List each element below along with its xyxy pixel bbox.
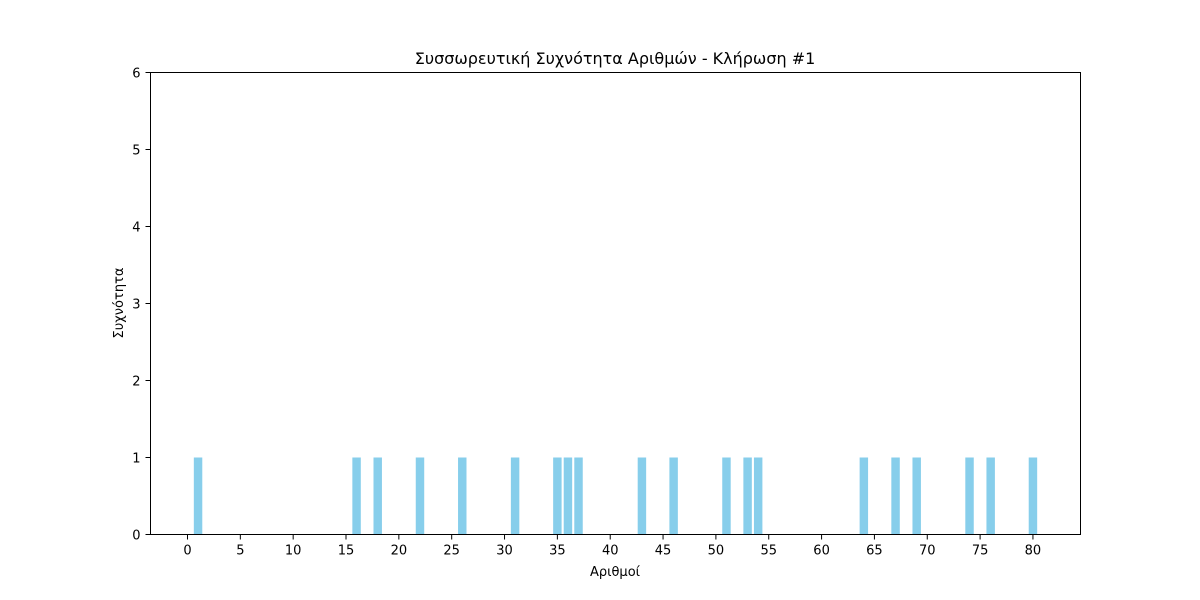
bar-1 xyxy=(193,457,203,535)
plot-frame xyxy=(150,72,1081,535)
bar-43 xyxy=(637,457,647,535)
y-tick-label: 0 xyxy=(132,529,140,544)
x-axis-label: Αριθμοί xyxy=(590,565,641,580)
x-tick-label: 35 xyxy=(549,544,566,559)
bar-69 xyxy=(912,457,921,535)
chart-title: Συσσωρευτική Συχνότητα Αριθμών - Κλήρωση… xyxy=(415,49,816,68)
bar-64 xyxy=(859,457,869,535)
bar-31 xyxy=(510,457,520,535)
y-tick-label: 2 xyxy=(132,375,140,390)
x-tick-label: 25 xyxy=(443,544,460,559)
x-tick-label: 55 xyxy=(760,544,777,559)
x-tick-label: 5 xyxy=(236,544,244,559)
bar-26 xyxy=(458,457,467,535)
bar-54 xyxy=(753,457,763,535)
bar-80 xyxy=(1028,457,1038,535)
bar-16 xyxy=(352,457,361,535)
y-tick-label: 5 xyxy=(132,144,140,159)
x-tick-label: 10 xyxy=(285,544,302,559)
bar-51 xyxy=(722,457,731,535)
y-tick-label: 3 xyxy=(132,298,140,313)
y-axis-ticks: 0 1 2 3 4 5 6 xyxy=(132,67,151,544)
x-tick-label: 65 xyxy=(866,544,883,559)
bar-18 xyxy=(373,457,382,535)
y-tick-label: 4 xyxy=(132,221,140,236)
x-tick-label: 45 xyxy=(655,544,672,559)
x-tick-label: 15 xyxy=(338,544,355,559)
x-tick-label: 30 xyxy=(496,544,513,559)
bar-67 xyxy=(891,457,900,535)
bars-group xyxy=(193,457,1038,535)
bar-37 xyxy=(574,457,583,535)
x-tick-label: 75 xyxy=(972,544,989,559)
bar-22 xyxy=(415,457,425,535)
x-tick-label: 70 xyxy=(919,544,936,559)
bar-76 xyxy=(986,457,995,535)
bar-36 xyxy=(563,457,573,535)
x-tick-label: 60 xyxy=(813,544,830,559)
y-axis-label: Συχνότητα xyxy=(112,268,127,339)
x-tick-label: 80 xyxy=(1025,544,1042,559)
bar-35 xyxy=(553,457,562,535)
x-tick-label: 50 xyxy=(708,544,725,559)
x-tick-label: 20 xyxy=(391,544,408,559)
x-tick-label: 0 xyxy=(183,544,191,559)
x-axis-ticks: 0 5 10 15 20 25 30 35 40 45 50 55 60 65 70 75 80 xyxy=(183,534,1042,559)
bar-74 xyxy=(965,457,974,535)
bar-46 xyxy=(669,457,678,535)
bar-53 xyxy=(743,457,752,535)
x-tick-label: 40 xyxy=(602,544,619,559)
y-tick-label: 6 xyxy=(132,67,140,82)
y-tick-label: 1 xyxy=(132,452,140,467)
